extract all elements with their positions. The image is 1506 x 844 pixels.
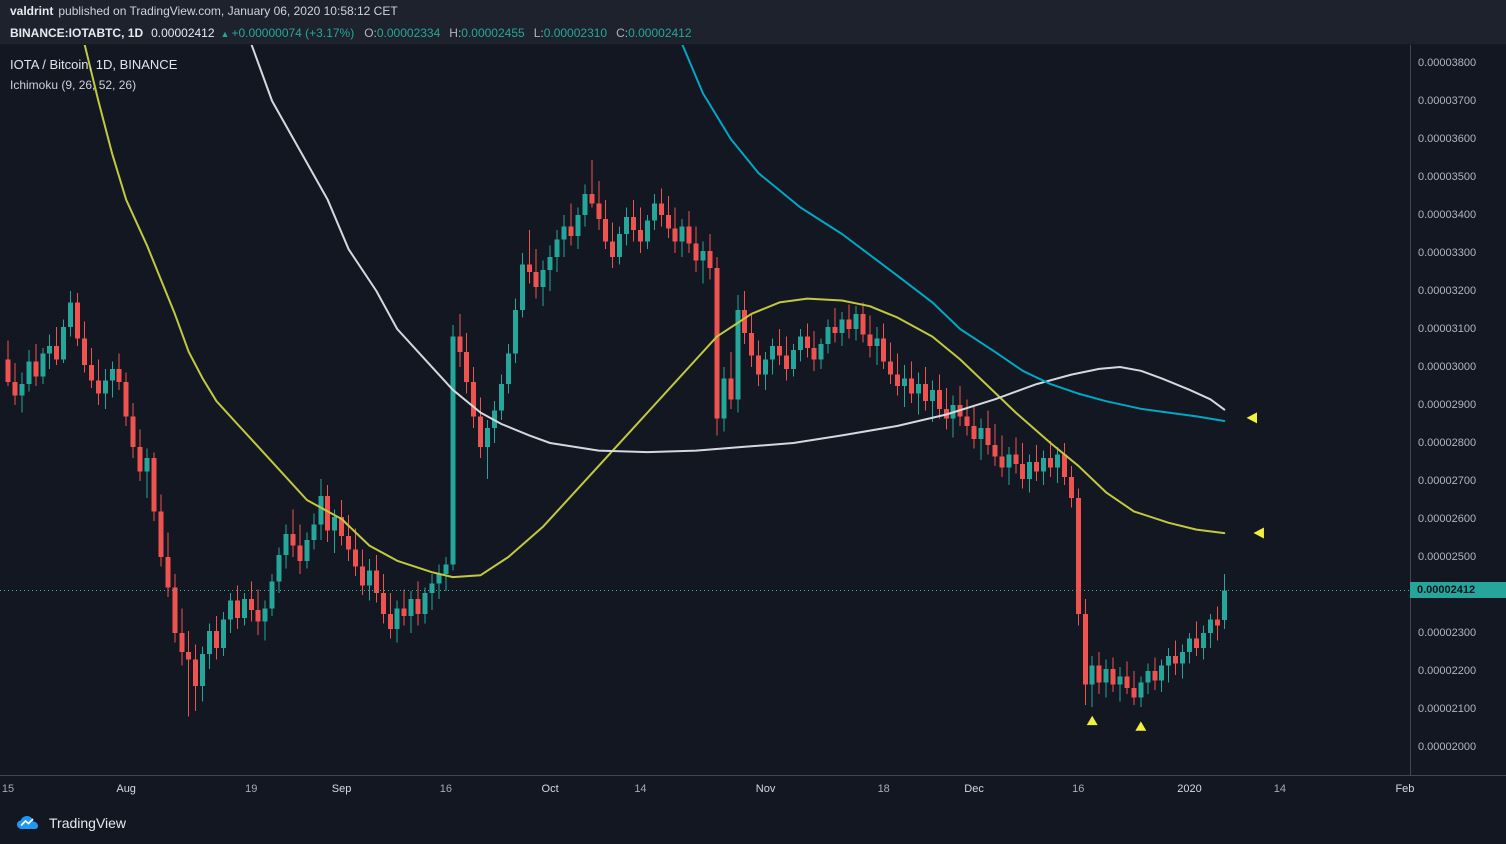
price-tick-label: 0.00002600 — [1418, 513, 1477, 525]
low-value: L:0.00002310 — [533, 26, 608, 40]
time-tick-label: Sep — [331, 783, 352, 795]
time-tick-label: 16 — [439, 783, 452, 795]
price-tick-label: 0.00003400 — [1418, 209, 1477, 221]
time-tick-label: 19 — [245, 783, 258, 795]
price-tick-label: 0.00002000 — [1418, 741, 1477, 753]
price-tick-label: 0.00003100 — [1418, 323, 1477, 335]
publish-bar: valdrint published on TradingView.com, J… — [0, 0, 1506, 22]
price-tick-label: 0.00003800 — [1418, 57, 1477, 69]
high-value: H:0.00002455 — [449, 26, 525, 40]
price-tick-label: 0.00002500 — [1418, 551, 1477, 563]
symbol-title[interactable]: BINANCE:IOTABTC, 1D — [10, 26, 144, 40]
open-value: O:0.00002334 — [364, 26, 441, 40]
price-tick-label: 0.00002700 — [1418, 475, 1477, 487]
time-tick-label: 16 — [1072, 783, 1085, 795]
price-tick-label: 0.00003000 — [1418, 361, 1477, 373]
price-tick-label: 0.00003600 — [1418, 133, 1477, 145]
tradingview-logo-icon[interactable] — [15, 814, 41, 831]
footer: TradingView — [0, 801, 1506, 844]
price-tick-label: 0.00002900 — [1418, 399, 1477, 411]
author-link[interactable]: valdrint — [10, 4, 54, 18]
time-tick-label: 14 — [634, 783, 647, 795]
up-triangle-icon: ▲ — [220, 29, 230, 39]
price-tick-label: 0.00003200 — [1418, 285, 1477, 297]
price-tick-label: 0.00002100 — [1418, 703, 1477, 715]
price-tick-label: 0.00003500 — [1418, 171, 1477, 183]
price-tick-label: 0.00003300 — [1418, 247, 1477, 259]
time-tick-label: 14 — [1273, 783, 1286, 795]
price-tick-label: 0.00002200 — [1418, 665, 1477, 677]
time-tick-label: Dec — [964, 783, 984, 795]
price-tick-label: 0.00002800 — [1418, 437, 1477, 449]
tradingview-brand[interactable]: TradingView — [49, 814, 127, 831]
time-tick-label: 2020 — [1177, 783, 1202, 795]
publish-info: published on TradingView.com, January 06… — [58, 4, 398, 18]
price-change-value: +0.00000074 (+3.17%) — [231, 26, 355, 40]
chart-area: IOTA / Bitcoin, 1D, BINANCE Ichimoku (9,… — [0, 45, 1506, 801]
time-tick-label: Aug — [116, 783, 136, 795]
time-tick-label: Nov — [755, 783, 776, 795]
time-tick-label: 18 — [877, 783, 890, 795]
price-tick-label: 0.00003700 — [1418, 95, 1477, 107]
last-price-value: 0.00002412 — [151, 26, 215, 40]
time-tick-label: Feb — [1395, 783, 1415, 795]
candlestick-canvas[interactable] — [0, 45, 1410, 775]
price-tick-label: 0.00002300 — [1418, 627, 1477, 639]
time-axis[interactable]: 15 Aug 19 Sep 16 Oct 14 Nov 18 Dec 16 2020 14 Feb — [0, 775, 1506, 801]
time-tick-label: 15 — [1, 783, 15, 795]
price-axis[interactable]: 0.00003800 0.00003700 0.00003600 0.00003500… — [1410, 45, 1506, 775]
time-tick-label: Oct — [541, 783, 559, 795]
price-change: ▲ +0.00000074 (+3.17%) — [221, 26, 355, 40]
symbol-bar: BINANCE:IOTABTC, 1D 0.00002412 ▲ +0.00000… — [0, 22, 1506, 45]
close-value: C:0.00002412 — [616, 26, 692, 40]
last-price-axis-label: 0.00002412 — [1410, 582, 1506, 599]
